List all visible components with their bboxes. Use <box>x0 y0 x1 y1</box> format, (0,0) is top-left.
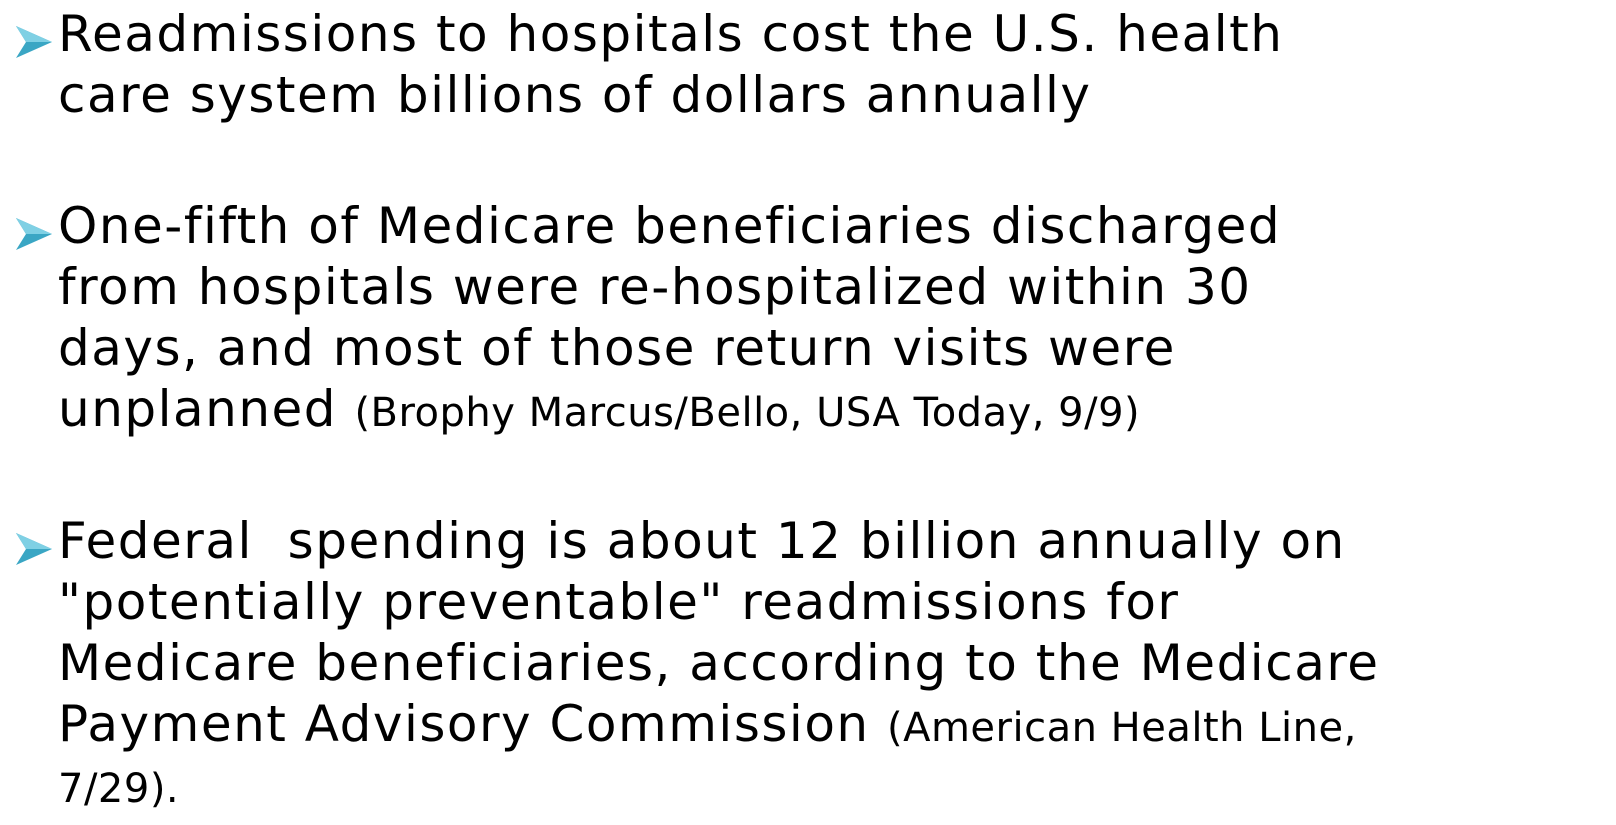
text-line: 7/29). <box>58 755 179 820</box>
bullet-text: days, and most of those return visits we… <box>58 319 1176 377</box>
arrow-highlight <box>16 26 52 42</box>
text-line: Federal spending is about 12 billion ann… <box>58 511 1346 572</box>
bullet-text: "potentially preventable" readmissions f… <box>58 573 1180 631</box>
text-line: care system billions of dollars annually <box>58 65 1092 126</box>
text-line: Payment Advisory Commission (American He… <box>58 694 1357 759</box>
bullet-arrow <box>16 533 52 565</box>
bullet-text: Medicare beneficiaries, according to the… <box>58 634 1380 692</box>
arrow-highlight <box>16 218 52 234</box>
bullet-text: unplanned <box>58 380 338 438</box>
text-line: Medicare beneficiaries, according to the… <box>58 633 1380 694</box>
text-line: days, and most of those return visits we… <box>58 318 1176 379</box>
arrow-highlight <box>16 533 52 549</box>
text-line: One-fifth of Medicare beneficiaries disc… <box>58 196 1281 257</box>
bullet-text: Readmissions to hospitals cost the U.S. … <box>58 5 1284 63</box>
citation: 7/29). <box>58 766 180 812</box>
citation: (American Health Line, <box>887 705 1357 751</box>
bullet-text: One-fifth of Medicare beneficiaries disc… <box>58 197 1282 255</box>
bullet-text: care system billions of dollars annually <box>58 66 1092 124</box>
bullet-text: Federal spending is about 12 billion ann… <box>58 512 1346 570</box>
text-line: from hospitals were re-hospitalized with… <box>58 257 1252 318</box>
text-line: unplanned (Brophy Marcus/Bello, USA Toda… <box>58 379 1140 444</box>
citation: (Brophy Marcus/Bello, USA Today, 9/9) <box>354 390 1141 436</box>
bullet-arrow <box>16 218 52 250</box>
bullet-text: Payment Advisory Commission <box>58 695 870 753</box>
text-line: "potentially preventable" readmissions f… <box>58 572 1179 633</box>
bullet-text: from hospitals were re-hospitalized with… <box>58 258 1252 316</box>
bullet-arrow <box>16 26 52 58</box>
text-line: Readmissions to hospitals cost the U.S. … <box>58 4 1283 65</box>
